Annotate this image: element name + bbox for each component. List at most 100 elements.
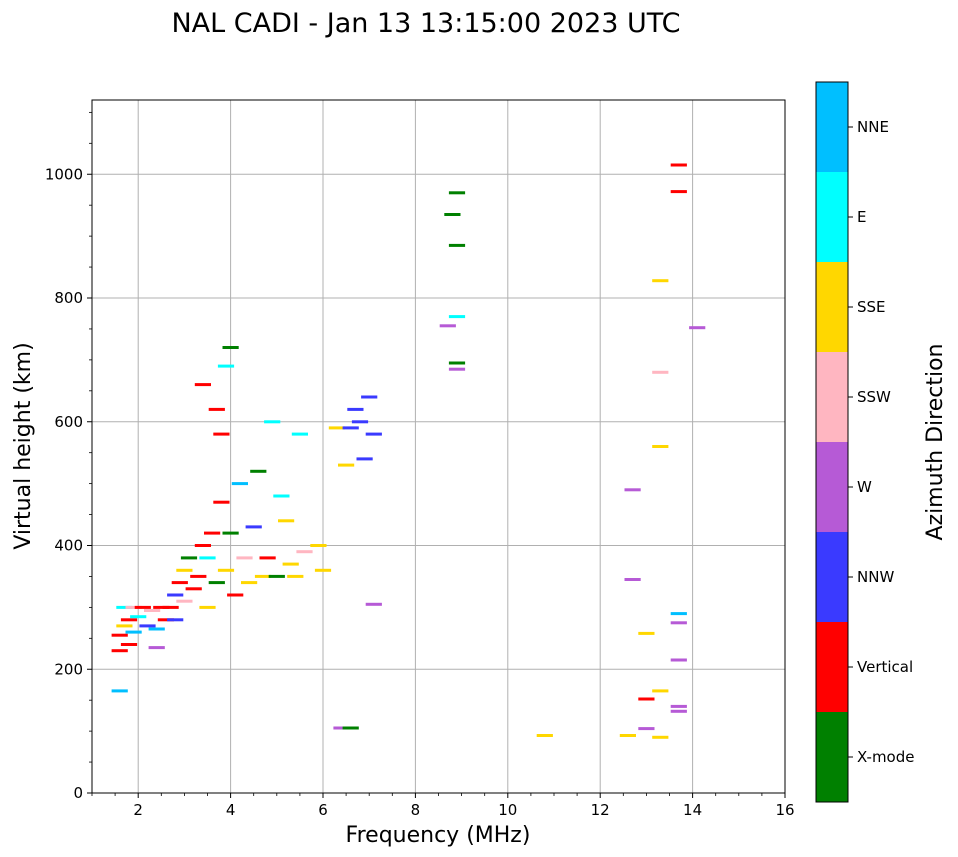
colorbar-label: SSW <box>857 388 891 406</box>
x-tick-label: 10 <box>498 801 517 819</box>
data-point <box>208 407 225 411</box>
data-point <box>624 578 641 581</box>
data-point <box>439 324 456 328</box>
data-point <box>342 426 359 430</box>
data-point <box>278 519 295 523</box>
grid-lines <box>92 100 785 793</box>
colorbar-segment <box>816 172 848 262</box>
data-point <box>273 494 290 498</box>
data-point <box>619 734 636 737</box>
data-point <box>190 574 207 578</box>
y-tick-label: 0 <box>73 784 83 802</box>
data-point <box>148 627 165 631</box>
data-point <box>194 383 211 387</box>
data-point <box>208 581 225 585</box>
x-tick-label: 12 <box>591 801 610 819</box>
data-point <box>365 432 382 436</box>
data-point <box>536 734 553 737</box>
colorbar-label: SSE <box>857 298 886 316</box>
data-point <box>264 420 281 424</box>
data-point <box>213 500 230 504</box>
x-tick-label: 14 <box>683 801 702 819</box>
data-point <box>254 574 272 578</box>
data-point <box>176 599 193 603</box>
data-point <box>176 568 193 572</box>
colorbar: X-mode Vertical NNW W SSW SSE E NNE <box>815 81 914 803</box>
data-point <box>180 556 198 560</box>
data-point <box>111 689 128 693</box>
data-point <box>171 581 188 585</box>
data-point <box>116 605 133 609</box>
data-point <box>120 643 138 646</box>
data-point <box>638 631 655 635</box>
data-point <box>250 469 267 473</box>
colorbar-label: W <box>857 478 872 496</box>
colorbar-segment <box>816 352 848 442</box>
data-point <box>291 432 308 436</box>
data-point <box>120 618 138 622</box>
x-tick-label: 4 <box>226 801 236 819</box>
data-point <box>185 587 202 591</box>
y-tick-label: 200 <box>54 660 83 678</box>
data-point <box>342 726 359 730</box>
data-point <box>624 488 641 492</box>
data-point <box>356 457 373 461</box>
data-point <box>652 279 669 283</box>
data-point <box>204 531 221 535</box>
data-point <box>652 689 669 693</box>
colorbar-segment <box>816 622 848 712</box>
data-point <box>448 367 466 371</box>
data-point <box>111 633 128 637</box>
data-point <box>333 726 350 730</box>
data-point <box>236 556 253 560</box>
data-point <box>361 395 378 399</box>
data-point <box>213 432 230 436</box>
colorbar-title: Azimuth Direction <box>923 343 948 540</box>
data-points <box>111 163 706 739</box>
data-point <box>444 213 461 216</box>
colorbar-label: Vertical <box>857 658 913 676</box>
y-axis-label: Virtual height (km) <box>11 342 36 549</box>
data-point <box>130 615 147 619</box>
data-point <box>139 624 156 628</box>
colorbar-frame <box>815 81 849 803</box>
data-point <box>222 531 239 535</box>
data-point <box>670 709 687 713</box>
data-point <box>199 605 216 609</box>
data-point <box>144 609 161 612</box>
y-axis-ticks: 0 200 400 600 800 1000 <box>45 111 92 802</box>
colorbar-label: E <box>857 208 866 226</box>
x-tick-label: 8 <box>411 801 421 819</box>
plot-area <box>92 100 785 793</box>
data-point <box>167 618 184 622</box>
data-point <box>365 602 382 606</box>
data-point <box>638 727 655 731</box>
y-tick-label: 600 <box>54 413 83 431</box>
data-point <box>670 190 687 194</box>
data-point <box>448 315 466 319</box>
data-point <box>194 544 211 547</box>
data-point <box>134 605 151 609</box>
x-tick-label: 16 <box>775 801 794 819</box>
colorbar-segment <box>816 262 848 352</box>
colorbar-label: NNE <box>857 118 889 136</box>
colorbar-segment <box>816 712 848 802</box>
data-point <box>116 624 133 628</box>
data-point <box>652 735 669 739</box>
data-point <box>670 612 687 616</box>
data-point <box>227 593 244 597</box>
data-point <box>689 326 706 330</box>
colorbar-label: X-mode <box>857 748 914 766</box>
data-point <box>338 463 355 467</box>
data-point <box>167 593 184 597</box>
data-point <box>448 191 466 195</box>
data-point <box>245 525 262 529</box>
data-point <box>125 605 142 609</box>
y-tick-label: 400 <box>54 537 83 555</box>
colorbar-segment <box>816 532 848 622</box>
data-point <box>670 621 687 625</box>
data-point <box>347 407 364 411</box>
data-point <box>217 568 235 572</box>
data-point <box>222 346 239 349</box>
